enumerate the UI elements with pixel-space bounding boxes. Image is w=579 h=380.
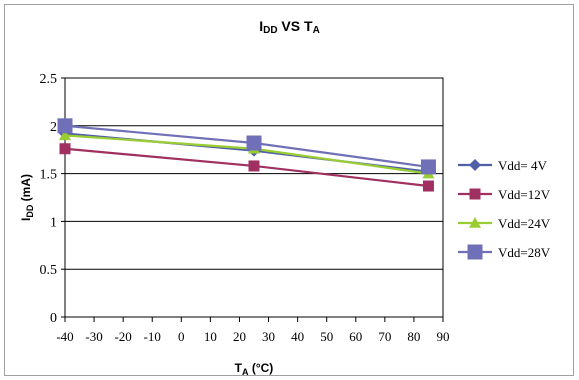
legend-label: Vdd=12V [498,187,551,202]
legend-item: Vdd=28V [458,244,551,260]
plot-area-border [64,77,444,318]
legend-label: Vdd= 4V [498,158,547,173]
x-tick-label: 40 [291,329,304,344]
series-group [57,118,436,192]
legend-marker [467,244,483,260]
series-2 [59,143,434,192]
legend-marker [469,217,481,228]
x-tick-label: -30 [85,329,102,344]
y-axis-label: IDD (mA) [19,174,35,221]
data-point [248,160,260,172]
legend-marker [469,188,481,200]
gridlines [65,77,443,270]
y-tick-label: 0 [50,311,57,326]
y-tick-labels: 0 0.5 1 1.5 2 2.5 [40,72,58,326]
data-point [422,180,434,192]
x-tick-label: -10 [144,329,161,344]
y-tick-label: 0.5 [40,263,58,278]
legend-label: Vdd=28V [498,245,551,260]
data-point [57,118,73,134]
x-tick-labels: -40 -30 -20 -10 0 10 20 30 40 50 60 70 80 90 [56,329,449,344]
x-tick-label: 20 [233,329,246,344]
series-line [64,147,429,188]
x-tick-label: -40 [56,329,73,344]
legend-item: Vdd=12V [458,187,551,202]
x-tick-label: 0 [178,329,185,344]
data-point [59,143,71,155]
legend-item: Vdd=24V [458,216,551,231]
y-tick-label: 2.5 [40,72,58,87]
x-tick-label: -20 [114,329,131,344]
data-point [420,159,436,175]
x-tick-label: 10 [204,329,217,344]
axes [61,77,444,322]
x-tick-label: 70 [378,329,391,344]
series-4 [57,118,436,175]
legend-item: Vdd= 4V [458,158,547,173]
data-point [246,135,262,151]
x-tick-label: 30 [262,329,275,344]
data-point [59,129,71,141]
y-tick-label: 2 [50,120,57,135]
x-tick-label: 50 [320,329,333,344]
legend: Vdd= 4V Vdd=12V Vdd=24V Vdd=28V [458,158,551,260]
y-tick-label: 1 [50,215,57,230]
x-tick-label: 80 [407,329,420,344]
x-tick-label: 90 [437,329,450,344]
x-axis-label: TA (°C) [235,361,274,377]
x-tick-label: 60 [349,329,362,344]
legend-marker [469,159,481,171]
legend-label: Vdd=24V [498,216,551,231]
y-tick-label: 1.5 [40,168,58,183]
chart-title: IDD VS TA [259,18,320,36]
